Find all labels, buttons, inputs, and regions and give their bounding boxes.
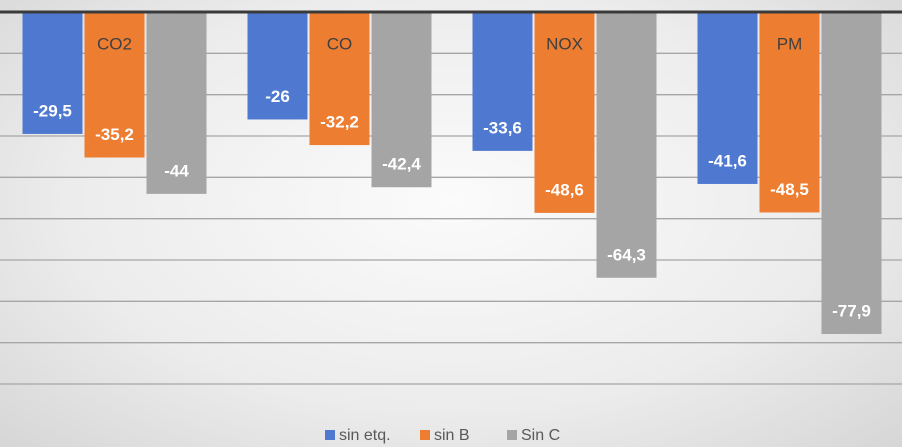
category-label: CO [327, 34, 353, 53]
value-label: -33,6 [483, 118, 522, 137]
bar [146, 12, 207, 194]
value-label: -42,4 [382, 155, 421, 174]
bar [309, 12, 370, 146]
legend-swatch [420, 430, 430, 440]
legend-label: Sin C [521, 427, 560, 444]
bar [247, 12, 308, 120]
bar [84, 12, 145, 158]
bar [596, 12, 657, 278]
bar [697, 12, 758, 184]
value-label: -32,2 [320, 113, 359, 132]
legend-swatch [507, 430, 517, 440]
bar [22, 12, 83, 134]
bar [759, 12, 820, 213]
bar [534, 12, 595, 213]
legend-label: sin B [434, 427, 470, 444]
value-label: -26 [265, 87, 290, 106]
category-label: NOX [546, 34, 583, 53]
category-label: PM [777, 34, 803, 53]
bar [371, 12, 432, 188]
value-label: -64,3 [607, 245, 646, 264]
value-label: -29,5 [33, 101, 72, 120]
value-label: -44 [164, 161, 189, 180]
value-label: -48,6 [545, 180, 584, 199]
value-label: -48,5 [770, 180, 809, 199]
bar [472, 12, 533, 151]
category-label: CO2 [97, 34, 132, 53]
value-label: -77,9 [832, 301, 871, 320]
value-label: -35,2 [95, 125, 134, 144]
legend-swatch [325, 430, 335, 440]
value-label: -41,6 [708, 151, 747, 170]
legend-label: sin etq. [339, 427, 391, 444]
bar [821, 12, 882, 334]
